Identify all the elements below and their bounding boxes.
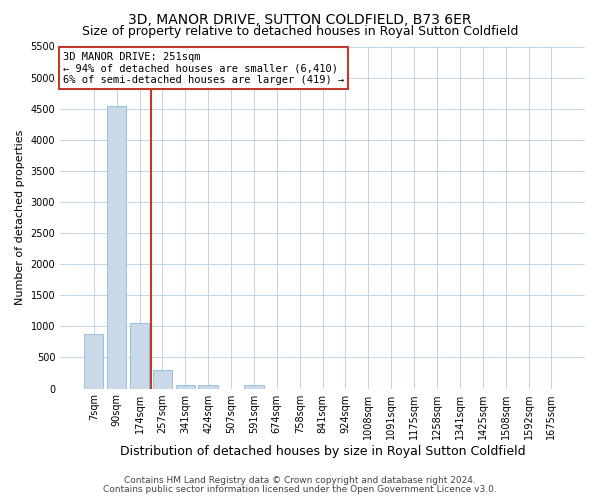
Bar xyxy=(152,370,172,388)
Y-axis label: Number of detached properties: Number of detached properties xyxy=(15,130,25,305)
Bar xyxy=(199,385,218,388)
Text: 3D, MANOR DRIVE, SUTTON COLDFIELD, B73 6ER: 3D, MANOR DRIVE, SUTTON COLDFIELD, B73 6… xyxy=(128,12,472,26)
Bar xyxy=(130,322,149,388)
X-axis label: Distribution of detached houses by size in Royal Sutton Coldfield: Distribution of detached houses by size … xyxy=(120,444,526,458)
Bar xyxy=(176,384,195,388)
Bar xyxy=(107,106,127,389)
Text: 3D MANOR DRIVE: 251sqm
← 94% of detached houses are smaller (6,410)
6% of semi-d: 3D MANOR DRIVE: 251sqm ← 94% of detached… xyxy=(63,52,344,85)
Bar xyxy=(244,385,263,388)
Bar xyxy=(84,334,103,388)
Text: Contains public sector information licensed under the Open Government Licence v3: Contains public sector information licen… xyxy=(103,485,497,494)
Text: Contains HM Land Registry data © Crown copyright and database right 2024.: Contains HM Land Registry data © Crown c… xyxy=(124,476,476,485)
Text: Size of property relative to detached houses in Royal Sutton Coldfield: Size of property relative to detached ho… xyxy=(82,25,518,38)
